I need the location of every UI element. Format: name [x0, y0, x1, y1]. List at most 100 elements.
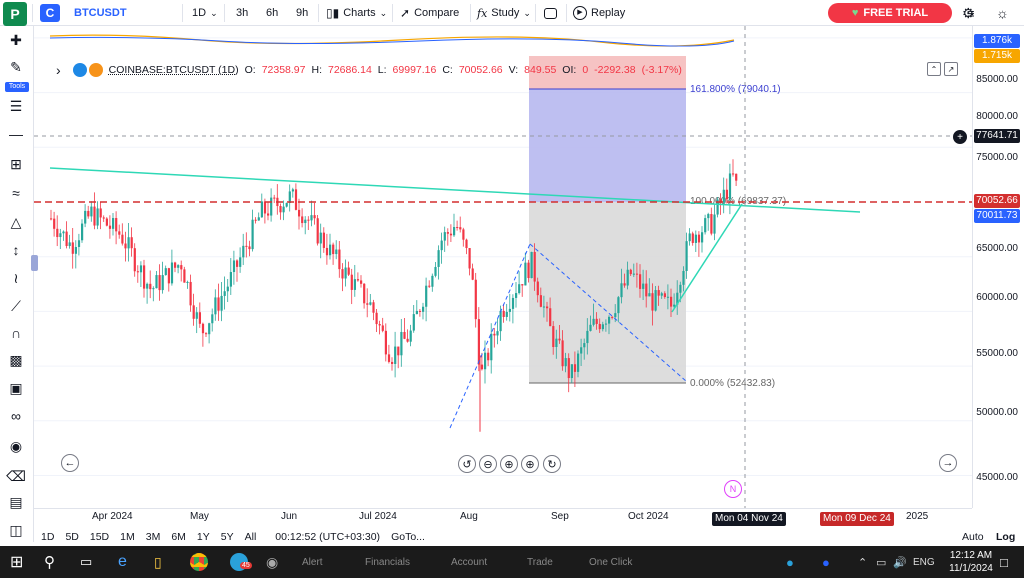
taskbar-item-one-click[interactable]: One Click [589, 556, 633, 568]
compare-button[interactable]: ➚ Compare [400, 0, 459, 26]
candle-body [707, 214, 710, 219]
charts-button[interactable]: ▯▮ Charts ⌄ [326, 0, 387, 26]
candle-body [211, 314, 214, 324]
interval-dropdown[interactable]: 1D ⌄ [192, 0, 218, 26]
goto-button[interactable]: GoTo... [391, 531, 425, 543]
legend-close: 70052.66 [458, 64, 503, 76]
candle-body [294, 189, 298, 210]
edge-browser-icon[interactable]: e [118, 553, 127, 570]
language-indicator[interactable]: ENG [913, 556, 935, 568]
time-axis[interactable]: Apr 2024 May Jun Jul 2024 Aug Sep Oct 20… [34, 508, 972, 526]
range-1d[interactable]: 1D [41, 531, 55, 543]
search-icon[interactable]: ⚲ [44, 554, 55, 571]
reset-zoom-icon[interactable]: ⊕ [500, 455, 518, 473]
candle-body [694, 234, 697, 243]
crosshair-icon[interactable]: ✚ [10, 31, 22, 48]
pattern-icon[interactable]: ≈ [12, 185, 20, 201]
magnet-icon[interactable]: ∩ [10, 325, 22, 341]
candle-body [719, 199, 722, 203]
taskbar-item-alert[interactable]: Alert [302, 556, 323, 568]
app-logo[interactable]: P [3, 2, 27, 26]
notifications-icon[interactable]: □ [1000, 554, 1008, 570]
range-15d[interactable]: 15D [89, 531, 110, 543]
interval-6h[interactable]: 6h [266, 7, 279, 19]
tray-app-icon[interactable]: ● [822, 554, 830, 570]
candle-body [84, 210, 87, 224]
snapshot-button[interactable] [544, 0, 557, 26]
path-icon[interactable]: ≀ [13, 269, 19, 286]
taskbar-item-trade[interactable]: Trade [527, 556, 553, 568]
range-5d[interactable]: 5D [65, 531, 79, 543]
lock-icon[interactable]: ▣ [9, 379, 23, 396]
news-event-icon[interactable]: N [724, 480, 742, 498]
range-5y[interactable]: 5Y [220, 531, 234, 543]
taskbar-item-financials[interactable]: Financials [365, 556, 411, 568]
candle-body [502, 310, 505, 317]
candle-body [406, 338, 409, 342]
ruler-line-icon[interactable]: ⟋ [11, 297, 21, 314]
pencil-icon[interactable]: ✎ [10, 58, 22, 75]
maximize-pane-icon[interactable]: ⌃ [927, 62, 941, 76]
chrome-icon[interactable] [190, 546, 208, 578]
trend-line-icon[interactable]: — [9, 126, 23, 142]
symbol-button[interactable]: BTCUSDT [74, 7, 127, 19]
task-view-icon[interactable]: ▭ [80, 554, 93, 569]
left-panel-collapse-tab[interactable] [31, 255, 38, 271]
taskbar-item-account[interactable]: Account [451, 556, 488, 568]
show-hidden-icons-chevron-icon[interactable]: ⌃ [858, 556, 868, 569]
undo-icon[interactable]: ↺ [458, 455, 476, 473]
pitchfork-icon[interactable]: ⊞ [10, 155, 22, 172]
settings-gear-icon[interactable]: ⚙ [962, 4, 975, 21]
auto-scale-button[interactable]: Auto [962, 531, 984, 543]
range-3m[interactable]: 3M [145, 531, 161, 543]
study-button[interactable]: fx Study ⌄ [477, 0, 531, 26]
volume-icon[interactable]: 🔊 [893, 556, 907, 569]
replay-button[interactable]: ▶ Replay [573, 0, 625, 26]
horizontal-lines-icon[interactable]: ☰ [9, 97, 23, 114]
redo-icon[interactable]: ↻ [543, 455, 561, 473]
scroll-right-icon[interactable]: → [939, 454, 957, 472]
long-position-icon[interactable]: ↕ [12, 242, 20, 258]
time-label: May [190, 511, 209, 522]
zoom-out-icon[interactable]: ⊖ [479, 455, 497, 473]
trash-icon[interactable]: ⌫ [6, 467, 26, 484]
range-1y[interactable]: 1Y [196, 531, 210, 543]
range-all[interactable]: All [244, 531, 257, 543]
candle-body [319, 232, 322, 244]
paint-icon[interactable]: ▩ [9, 351, 23, 368]
free-trial-button[interactable]: ♥ FREE TRIAL [828, 3, 952, 23]
windows-start-icon[interactable]: ⊞ [10, 554, 24, 571]
layers-button[interactable]: ≡ [967, 0, 975, 26]
fib-retracement-area [529, 202, 686, 383]
legend-title[interactable]: COINBASE:BTCUSDT (1D) [108, 64, 239, 76]
zoom-in-icon[interactable]: ⊕ [521, 455, 539, 473]
interval-3h[interactable]: 3h [236, 7, 249, 19]
add-alert-plus-icon[interactable]: + [953, 130, 967, 144]
file-explorer-icon[interactable]: ▯ [154, 553, 162, 570]
clock[interactable]: 00:12:52 (UTC+03:30) [275, 531, 381, 543]
collapse-chevron-icon[interactable]: › [56, 62, 61, 78]
telegram-tray-icon[interactable]: ● [786, 554, 794, 570]
measure-ruler-icon[interactable]: ▤ [9, 493, 23, 510]
price-axis[interactable]: 85000.00 80000.00 75000.00 65000.00 6000… [972, 26, 1024, 508]
range-1m[interactable]: 1M [120, 531, 135, 543]
telegram-icon[interactable]: 45 [230, 546, 252, 578]
interval-9h[interactable]: 9h [296, 7, 309, 19]
log-scale-button[interactable]: Log [996, 531, 1016, 543]
candle-body [561, 340, 564, 367]
system-clock[interactable]: 12:12 AM 11/1/2024 [946, 549, 996, 575]
triangle-pattern-icon[interactable]: △ [10, 213, 22, 230]
steam-icon[interactable]: ◉ [266, 553, 279, 570]
link-icon[interactable]: ∞ [11, 408, 21, 424]
candle-body [304, 219, 307, 224]
hide-toolbar-icon[interactable]: ◫ [9, 521, 23, 538]
range-6m[interactable]: 6M [171, 531, 186, 543]
scroll-left-icon[interactable]: ← [61, 454, 79, 472]
theme-toggle-sun-icon[interactable]: ☼ [996, 5, 1009, 21]
eye-icon[interactable]: ◉ [9, 437, 23, 454]
network-icon[interactable]: ▭ [876, 556, 887, 569]
last-price-tag: 70052.66 [974, 194, 1020, 208]
fullscreen-icon[interactable]: ↗ [944, 62, 958, 76]
candle-body [77, 240, 81, 248]
